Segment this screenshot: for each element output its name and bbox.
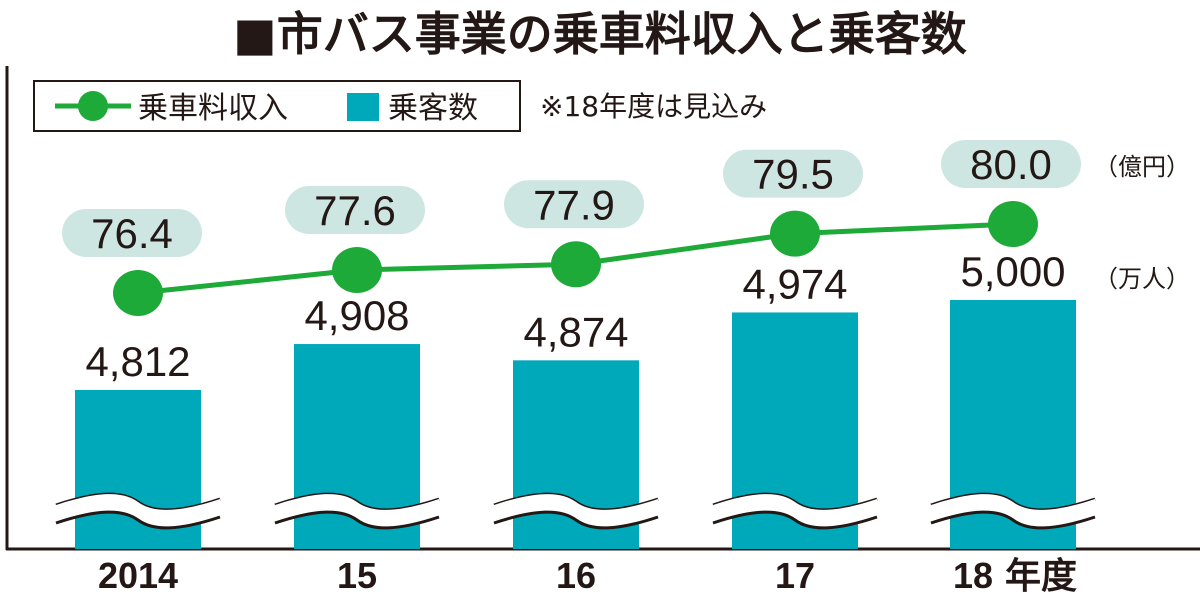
revenue-point <box>988 201 1038 247</box>
revenue-value-label: 77.6 <box>314 187 396 234</box>
legend: 乗車料収入 乗客数 <box>33 80 521 132</box>
axis-break-line <box>712 510 878 530</box>
x-axis-suffix-label: 年度 <box>1005 556 1077 597</box>
revenue-point <box>113 270 163 316</box>
estimate-note: ※18年度は見込み <box>540 90 767 123</box>
axis-break-gap <box>931 494 1095 528</box>
x-tick-labels: 2014 15 16 17 18 年度 <box>98 555 1077 597</box>
revenue-label-bubble <box>723 149 863 198</box>
revenue-value-label: 79.5 <box>752 151 834 198</box>
passengers-value-label: 4,874 <box>523 308 628 355</box>
axis-break-gap <box>494 494 658 528</box>
x-tick-label: 18 <box>953 555 993 596</box>
revenue-label-bubble <box>941 140 1081 188</box>
axis-break-gap <box>275 494 439 528</box>
x-tick-label: 2014 <box>98 555 178 596</box>
x-tick-label: 15 <box>337 555 377 596</box>
revenue-value-label: 76.4 <box>91 210 173 257</box>
revenue-value-label: 80.0 <box>970 141 1052 188</box>
axis-break-line <box>274 510 440 530</box>
axis-break-gap <box>713 494 877 528</box>
x-tick-label: 16 <box>556 555 596 596</box>
axis-break-line <box>493 510 659 530</box>
passengers-value-label: 4,974 <box>742 260 847 307</box>
chart-title: ■市バス事業の乗車料収入と乗客数 <box>233 7 966 61</box>
revenue-value-labels: 76.4 77.6 77.9 79.5 80.0 <box>62 140 1081 257</box>
revenue-label-bubble <box>285 186 425 234</box>
legend-passengers-label: 乗客数 <box>388 91 478 126</box>
revenue-line-series <box>113 201 1038 316</box>
passengers-value-label: 4,908 <box>304 292 409 339</box>
legend-revenue-label: 乗車料収入 <box>138 91 288 126</box>
axis-break-gap <box>56 494 220 528</box>
axis-break-marks <box>55 492 1096 530</box>
axis-break-line <box>55 510 221 530</box>
legend-revenue-marker-icon <box>78 91 108 121</box>
axis-break-line <box>930 510 1096 530</box>
revenue-point <box>770 210 820 257</box>
legend-passengers-swatch-icon <box>347 93 379 121</box>
passengers-value-label: 4,812 <box>85 338 190 385</box>
passengers-value-label: 5,000 <box>960 248 1065 295</box>
x-tick-label: 17 <box>775 555 815 596</box>
revenue-unit-label: （億円） <box>1094 153 1190 181</box>
revenue-label-bubble <box>504 180 644 229</box>
revenue-point <box>551 241 601 288</box>
bar-value-labels: 4,812 4,908 4,874 4,974 5,000 <box>85 248 1065 385</box>
revenue-label-bubble <box>62 209 202 257</box>
revenue-point <box>332 247 382 293</box>
revenue-value-label: 77.9 <box>533 181 615 228</box>
passengers-unit-label: （万人） <box>1094 265 1190 293</box>
